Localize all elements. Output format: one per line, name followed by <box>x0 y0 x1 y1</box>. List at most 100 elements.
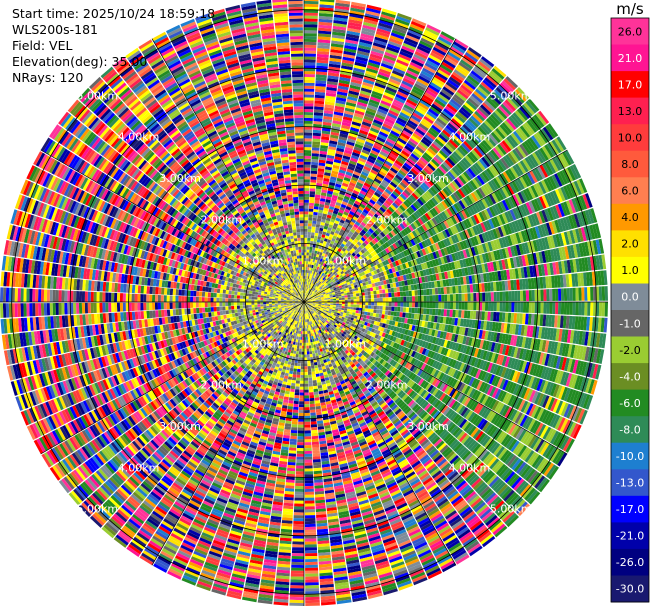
velocity-gate <box>383 143 393 150</box>
velocity-gate <box>436 136 447 145</box>
velocity-gate <box>374 36 388 44</box>
velocity-gate <box>423 167 432 176</box>
velocity-gate <box>312 259 316 263</box>
velocity-gate <box>316 287 320 291</box>
velocity-gate <box>437 287 442 295</box>
velocity-gate <box>408 215 415 223</box>
velocity-gate <box>304 18 318 22</box>
velocity-gate <box>333 17 348 22</box>
velocity-gate <box>400 251 406 258</box>
velocity-gate <box>473 147 483 158</box>
velocity-gate <box>510 93 523 106</box>
velocity-gate <box>418 158 427 167</box>
velocity-gate <box>374 82 386 89</box>
velocity-gate <box>457 222 464 232</box>
velocity-gate <box>311 232 315 236</box>
velocity-gate <box>431 49 445 59</box>
velocity-gate <box>345 273 350 277</box>
velocity-gate <box>342 240 347 246</box>
velocity-gate <box>304 59 316 63</box>
velocity-gate <box>436 96 448 106</box>
velocity-gate <box>309 264 312 268</box>
velocity-gate <box>393 311 397 317</box>
velocity-gate <box>383 202 390 209</box>
velocity-gate <box>415 258 421 265</box>
velocity-gate <box>357 47 371 54</box>
velocity-gate <box>377 208 384 215</box>
velocity-gate <box>319 264 323 269</box>
velocity-gate <box>334 272 338 277</box>
velocity-gate <box>422 32 437 41</box>
velocity-gate <box>546 302 550 314</box>
velocity-gate <box>473 202 481 213</box>
velocity-gate <box>379 102 390 110</box>
velocity-gate <box>490 217 498 228</box>
velocity-gate <box>361 27 376 34</box>
velocity-gate <box>443 309 447 317</box>
velocity-gate <box>304 126 313 130</box>
velocity-gate <box>514 89 527 102</box>
velocity-gate <box>368 235 374 242</box>
velocity-gate <box>321 269 325 273</box>
velocity-gate <box>348 90 360 96</box>
velocity-gate <box>384 199 392 207</box>
velocity-gate <box>310 290 314 293</box>
velocity-gate <box>405 72 418 81</box>
velocity-gate <box>372 205 379 211</box>
velocity-gate <box>307 282 310 285</box>
velocity-gate <box>317 215 322 219</box>
velocity-gate <box>390 72 403 80</box>
velocity-gate <box>536 166 546 179</box>
velocity-gate <box>325 275 329 280</box>
velocity-gate <box>317 289 321 292</box>
velocity-gate <box>335 99 346 105</box>
velocity-gate <box>327 190 333 195</box>
velocity-gate <box>304 41 317 46</box>
velocity-gate <box>419 40 433 49</box>
velocity-gate <box>349 254 354 259</box>
velocity-gate <box>358 95 370 102</box>
velocity-gate <box>434 205 441 214</box>
velocity-gate <box>363 76 376 83</box>
velocity-gate <box>358 251 363 256</box>
velocity-gate <box>414 307 418 314</box>
velocity-gate <box>313 121 323 125</box>
velocity-gate <box>304 120 313 124</box>
velocity-gate <box>304 258 307 262</box>
velocity-gate <box>434 234 440 242</box>
velocity-gate <box>315 286 319 290</box>
velocity-gate <box>360 236 366 242</box>
velocity-gate <box>466 207 473 217</box>
velocity-gate <box>304 65 316 69</box>
velocity-gate <box>318 162 326 167</box>
velocity-gate <box>452 294 456 302</box>
velocity-gate <box>396 15 411 24</box>
velocity-gate <box>535 131 546 145</box>
velocity-gate <box>391 147 401 155</box>
velocity-gate <box>421 241 427 248</box>
velocity-gate <box>486 135 497 147</box>
velocity-gate <box>487 292 492 302</box>
velocity-gate <box>307 240 311 244</box>
velocity-gate <box>417 208 425 216</box>
velocity-gate <box>401 80 414 88</box>
velocity-gate <box>318 254 322 259</box>
velocity-gate <box>368 302 372 306</box>
velocity-gate <box>361 187 368 193</box>
velocity-gate <box>373 85 385 92</box>
velocity-gate <box>402 106 413 115</box>
velocity-gate <box>318 30 332 35</box>
velocity-gate <box>446 286 450 294</box>
velocity-gate <box>455 293 459 302</box>
velocity-gate <box>414 290 418 296</box>
velocity-gate <box>456 64 470 75</box>
velocity-gate <box>317 288 320 291</box>
velocity-gate <box>343 290 347 294</box>
velocity-gate <box>388 306 392 311</box>
velocity-gate <box>475 189 484 199</box>
velocity-gate <box>339 76 351 82</box>
velocity-gate <box>449 182 458 192</box>
velocity-gate <box>311 280 314 284</box>
velocity-gate <box>396 186 404 193</box>
velocity-gate <box>349 210 355 216</box>
